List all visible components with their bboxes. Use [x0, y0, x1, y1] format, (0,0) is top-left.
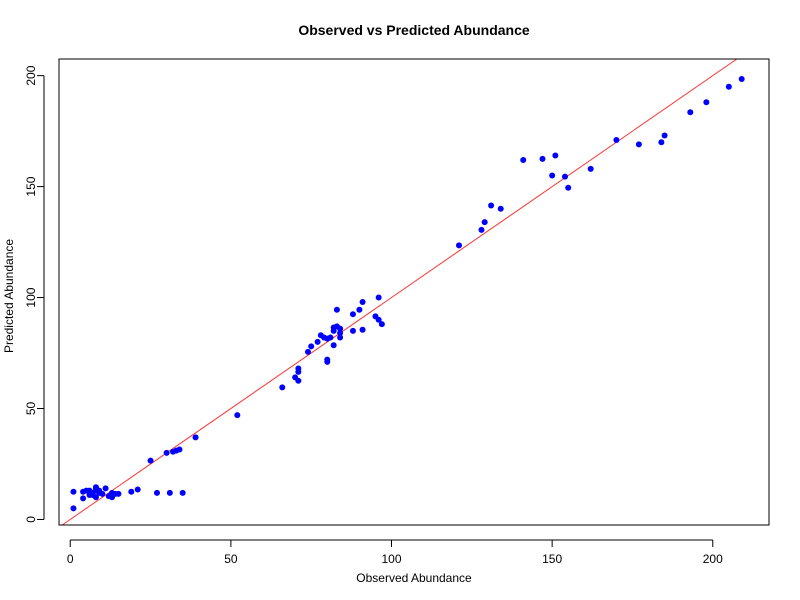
data-point	[337, 334, 344, 341]
data-point	[687, 109, 694, 116]
data-point	[703, 99, 710, 106]
reference-line	[61, 58, 738, 526]
data-point	[134, 486, 141, 493]
x-axis-title: Observed Abundance	[356, 571, 472, 585]
data-point	[613, 136, 620, 143]
data-point	[192, 434, 199, 441]
data-point	[549, 172, 556, 179]
data-point	[539, 155, 546, 162]
data-point	[163, 449, 170, 456]
data-point	[179, 489, 186, 496]
data-point	[234, 412, 241, 419]
y-tick-label: 200	[24, 65, 38, 85]
data-point	[378, 321, 385, 328]
x-axis: 0 50 100 150 200	[67, 539, 723, 566]
data-point	[295, 377, 302, 384]
data-point	[349, 311, 356, 318]
data-point	[176, 446, 183, 453]
data-point	[738, 75, 745, 82]
y-tick-label: 50	[24, 402, 38, 416]
data-point	[587, 165, 594, 172]
x-tick-label: 50	[224, 552, 238, 566]
data-point	[327, 334, 334, 341]
data-point	[153, 489, 160, 496]
y-tick-label: 150	[24, 176, 38, 196]
data-point	[80, 495, 87, 502]
data-point	[349, 327, 356, 334]
data-point	[128, 488, 135, 495]
data-point	[333, 306, 340, 313]
data-point	[520, 156, 527, 163]
y-axis: 0 50 100 150 200	[24, 65, 45, 523]
data-point	[565, 184, 572, 191]
data-point	[115, 490, 122, 497]
data-point	[304, 348, 311, 355]
y-tick-label: 100	[24, 287, 38, 307]
y-tick-label: 0	[24, 516, 38, 523]
data-point	[481, 219, 488, 226]
data-point	[308, 343, 315, 350]
data-point	[658, 139, 665, 146]
data-point	[661, 132, 668, 139]
data-point	[99, 490, 106, 497]
data-point	[478, 226, 485, 233]
data-point	[70, 505, 77, 512]
data-point	[359, 326, 366, 333]
data-point	[375, 316, 382, 323]
data-point	[356, 306, 363, 313]
data-point	[337, 330, 344, 337]
data-point	[635, 141, 642, 148]
data-point	[488, 202, 495, 209]
data-point	[497, 205, 504, 212]
data-point	[70, 488, 77, 495]
reference-line-layer	[61, 58, 738, 526]
data-point	[102, 485, 109, 492]
data-point	[337, 325, 344, 332]
data-point	[359, 298, 366, 305]
chart-title: Observed vs Predicted Abundance	[298, 22, 530, 38]
x-tick-label: 200	[703, 552, 723, 566]
data-point	[561, 173, 568, 180]
data-point	[324, 358, 331, 365]
data-point	[455, 242, 462, 249]
x-tick-label: 100	[381, 552, 401, 566]
x-tick-label: 0	[67, 552, 74, 566]
data-point	[92, 494, 99, 501]
data-point	[552, 152, 559, 159]
data-point	[166, 489, 173, 496]
data-point	[147, 457, 154, 464]
data-point	[725, 83, 732, 90]
data-points-layer	[70, 75, 745, 512]
y-axis-title: Predicted Abundance	[2, 239, 16, 353]
data-point	[375, 294, 382, 301]
data-point	[279, 384, 286, 391]
data-point	[330, 342, 337, 349]
x-tick-label: 150	[542, 552, 562, 566]
plot-frame	[58, 58, 770, 526]
data-point	[314, 338, 321, 345]
data-point	[295, 365, 302, 372]
